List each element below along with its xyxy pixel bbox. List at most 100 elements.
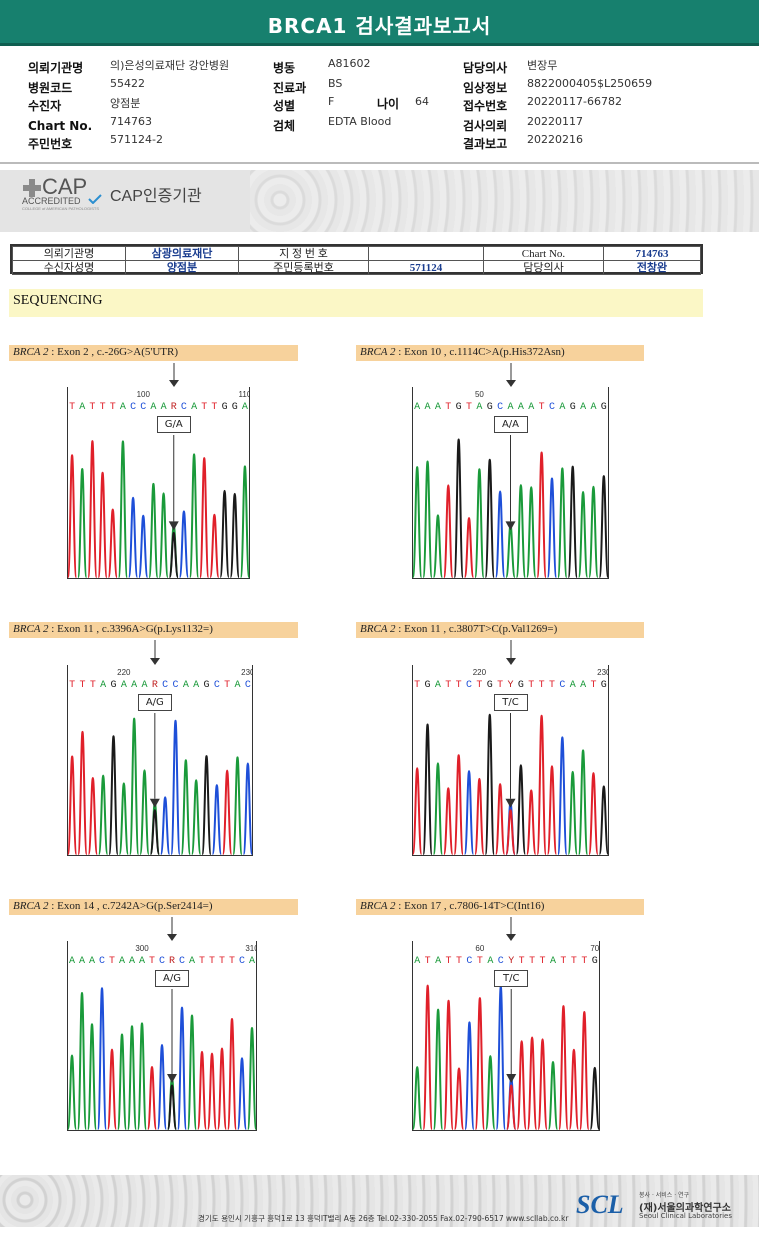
base-call: T [519, 956, 525, 967]
table-row: 수신자성명 양점분 주민등록번호 571124 담당의사 전창완 [12, 260, 701, 275]
base-call: A [425, 402, 431, 413]
position-number: 220 [117, 668, 131, 677]
axis-frame [412, 941, 600, 1131]
trace-peak [598, 475, 609, 578]
base-call: A [139, 956, 145, 967]
base-call: C [497, 402, 503, 413]
trace-peak [588, 772, 599, 855]
base-call: A [487, 956, 493, 967]
trace-peak [516, 1040, 528, 1130]
base-call: C [179, 956, 185, 967]
info-row: Chart No. 714763 [28, 115, 152, 133]
gene-name: BRCA 2 [360, 900, 396, 912]
base-call: C [466, 680, 472, 691]
trace-peak [67, 755, 78, 855]
base-call: T [219, 956, 225, 967]
genotype-box: G/A [156, 416, 191, 433]
base-call: A [129, 956, 135, 967]
trace-peak [180, 759, 192, 855]
cap-label: CAP인증기관 [110, 188, 202, 205]
base-call: T [560, 956, 566, 967]
trace-peak [556, 736, 568, 855]
base-call: T [477, 956, 483, 967]
info-row: 검사의뢰 20220117 [463, 115, 583, 133]
trace-peak [188, 453, 200, 578]
divider [0, 162, 759, 164]
trace-peak [186, 1014, 198, 1130]
trace-peak [589, 1066, 600, 1130]
trace-peak [432, 762, 444, 855]
trace-peak [443, 999, 454, 1130]
base-call: T [497, 680, 503, 691]
trace-peak [246, 1026, 257, 1130]
base-call: T [69, 402, 75, 413]
base-call: A [435, 680, 441, 691]
base-call: T [549, 680, 555, 691]
base-call: T [539, 402, 545, 413]
trace-peak [568, 1048, 580, 1130]
trace-peak [588, 485, 599, 578]
base-call: C [214, 680, 220, 691]
variant-description: : Exon 10 , c.1114C>A(p.His372Asn) [395, 346, 565, 358]
trace-peak [136, 1022, 148, 1130]
base-call: A [79, 956, 85, 967]
scl-logo: SCL 봉사 · 서비스 · 연구 (재)서울의과학연구소 Seoul Clin… [576, 1190, 732, 1220]
base-call: T [466, 402, 472, 413]
base-call: Y [507, 680, 513, 691]
trace-peak [128, 717, 140, 855]
trace-peak [106, 1048, 118, 1130]
trace-peak [546, 477, 558, 578]
trace-peak [216, 1047, 228, 1130]
info-row: 임상정보 8822000405$L250659 [463, 77, 653, 95]
trace-peak [526, 1036, 538, 1130]
trace-peak [495, 985, 507, 1130]
trace-peak [578, 1011, 590, 1130]
base-call: C [549, 402, 555, 413]
base-call: A [590, 402, 596, 413]
base-call: A [69, 956, 75, 967]
trace-peak [463, 770, 475, 855]
base-call: C [159, 956, 165, 967]
trace-peak [108, 735, 119, 855]
pointer-arrow [505, 640, 516, 665]
base-call: R [169, 956, 175, 967]
base-call: C [498, 956, 504, 967]
base-call: A [580, 402, 586, 413]
trace-peak [412, 1066, 423, 1130]
trace-peak [158, 492, 169, 578]
base-call: T [199, 956, 205, 967]
trace-peak [226, 1018, 238, 1130]
base-call: T [149, 956, 155, 967]
report-title: BRCA1 검사결과보고서 [267, 14, 492, 38]
variant-label: BRCA 2 : Exon 11 , c.3396A>G(p.Lys1132=) [9, 622, 298, 638]
base-call: A [121, 680, 127, 691]
base-call: G [487, 402, 493, 413]
chromatogram-panel: T A T T T A C C A A R C A T T G G A 100 110 G/A [67, 387, 250, 579]
base-call: C [162, 680, 168, 691]
trace-peak [76, 991, 88, 1130]
variant-label: BRCA 2 : Exon 11 , c.3807T>C(p.Val1269=) [356, 622, 644, 638]
base-call: A [570, 680, 576, 691]
position-number: 70 [590, 944, 599, 953]
trace-peak [168, 531, 180, 578]
trace-peak [76, 467, 88, 578]
base-call: T [109, 956, 115, 967]
info-row: 검체 EDTA Blood [273, 115, 392, 133]
trace-peak [432, 1008, 444, 1130]
base-call: A [89, 956, 95, 967]
patient-table: 의뢰기관명 삼광의료재단 지 정 번 호 Chart No. 714763 수신… [10, 244, 703, 275]
trace-peak [558, 1005, 569, 1130]
trace-peak [547, 1061, 559, 1130]
position-number: 300 [135, 944, 149, 953]
pointer-arrow [167, 917, 177, 941]
info-row: 성별 F 나이 64 [273, 95, 429, 113]
base-call: T [90, 680, 96, 691]
trace-peak [97, 774, 109, 855]
base-call: G [601, 680, 607, 691]
trace-peak [567, 465, 579, 578]
cap-cross-icon [23, 179, 41, 197]
base-call: A [161, 402, 167, 413]
trace-peak [422, 723, 433, 855]
